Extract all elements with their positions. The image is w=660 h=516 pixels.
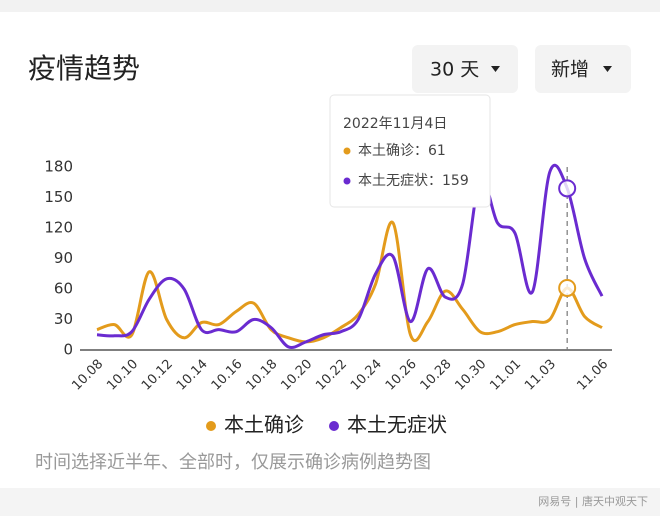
- hover-point: [558, 179, 577, 198]
- x-tick-label: 10.18: [244, 357, 281, 394]
- hover-point: [558, 278, 577, 297]
- range-button[interactable]: 30 天: [412, 45, 518, 93]
- legend-dot: [206, 421, 216, 431]
- plot: 030609012015018010.0810.1010.1210.1410.1…: [44, 94, 612, 394]
- x-tick-label: 10.26: [383, 357, 420, 394]
- x-tick-label: 10.24: [348, 357, 385, 394]
- y-tick-label: 30: [54, 310, 73, 328]
- tooltip-sep: ：: [428, 173, 442, 189]
- tooltip-dot: [343, 177, 351, 185]
- note: 时间选择近半年、全部时，仅展示确诊病例趋势图: [35, 452, 431, 473]
- y-tick-label: 150: [44, 188, 73, 206]
- x-tick-label: 10.22: [313, 357, 350, 394]
- legend-label: 本土无症状: [347, 413, 447, 437]
- x-tick-label: 11.01: [487, 357, 524, 394]
- y-tick-label: 180: [44, 158, 73, 176]
- button-bg: [412, 45, 518, 93]
- top-band: [0, 0, 660, 12]
- x-tick-label: 10.28: [418, 357, 455, 394]
- tooltip-value: 159: [442, 173, 469, 189]
- tooltip-item: 本土无症状：159: [358, 173, 469, 189]
- title: 疫情趋势: [28, 52, 140, 85]
- y-tick-label: 120: [44, 219, 73, 237]
- x-tick-label: 11.03: [522, 357, 559, 394]
- series-line: [96, 163, 604, 349]
- x-tick-label: 10.14: [174, 357, 211, 394]
- tooltip-title: 2022年11月4日: [343, 116, 447, 132]
- tooltip-bg: [329, 94, 491, 208]
- bottom-band: [0, 488, 660, 516]
- y-tick-label: 90: [54, 249, 73, 267]
- x-tick-label: 10.20: [278, 357, 315, 394]
- x-tick-label: 10.16: [209, 357, 246, 394]
- tooltip-name: 本土确诊: [358, 143, 414, 159]
- mode-button[interactable]: 新增: [535, 45, 631, 93]
- series-line: [96, 220, 603, 344]
- y-tick-label: 0: [63, 341, 73, 359]
- y-tick-label: 60: [54, 280, 73, 298]
- x-tick-label: 10.30: [452, 357, 489, 394]
- watermark: 网易号 | 唐天中观天下: [538, 494, 648, 508]
- tooltip-name: 本土无症状: [358, 173, 428, 189]
- caret: [491, 66, 500, 72]
- tooltip-item: 本土确诊：61: [358, 143, 446, 159]
- x-tick-label: 11.06: [574, 357, 611, 394]
- button-label: 新增: [551, 59, 589, 81]
- tooltip-sep: ：: [414, 143, 428, 159]
- caret: [603, 66, 612, 72]
- legend-dot: [329, 421, 339, 431]
- x-tick-label: 10.12: [139, 357, 176, 394]
- legend: 本土确诊 本土无症状: [206, 413, 447, 437]
- button-bg: [535, 45, 631, 93]
- legend-label: 本土确诊: [224, 413, 304, 437]
- tooltip-value: 61: [428, 143, 446, 159]
- tooltip-dot: [343, 147, 351, 155]
- button-label: 30 天: [430, 59, 479, 81]
- x-tick-label: 10.08: [69, 357, 106, 394]
- x-tick-label: 10.10: [104, 357, 141, 394]
